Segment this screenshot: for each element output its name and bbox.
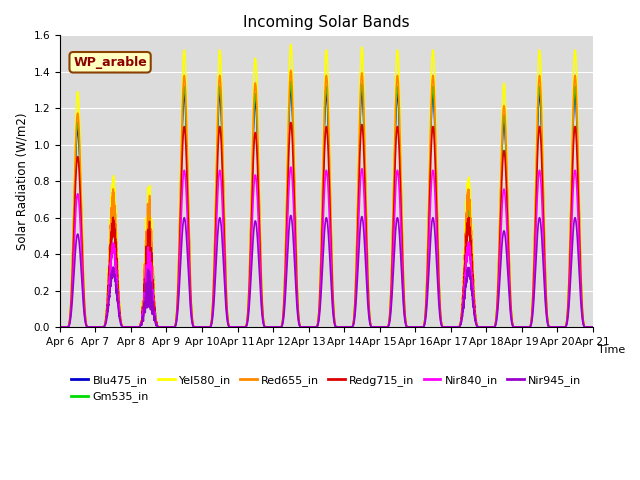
Nir945_in bbox=[587, 324, 595, 330]
Yel580_in bbox=[587, 324, 595, 330]
Nir840_in bbox=[587, 324, 595, 330]
Redg715_in bbox=[255, 225, 263, 231]
Yel580_in bbox=[589, 324, 596, 330]
Nir840_in bbox=[476, 324, 483, 330]
Nir840_in bbox=[287, 164, 294, 170]
Text: Time: Time bbox=[598, 345, 625, 355]
Nir840_in bbox=[164, 324, 172, 330]
Gm535_in bbox=[164, 324, 172, 330]
Legend: Blu475_in, Gm535_in, Yel580_in, Red655_in, Redg715_in, Nir840_in, Nir945_in: Blu475_in, Gm535_in, Yel580_in, Red655_i… bbox=[67, 371, 586, 407]
Nir945_in bbox=[170, 324, 178, 330]
Blu475_in bbox=[287, 86, 294, 92]
Redg715_in bbox=[400, 292, 408, 298]
Blu475_in bbox=[170, 324, 178, 330]
Blu475_in bbox=[587, 324, 595, 330]
Nir945_in bbox=[400, 307, 408, 312]
Y-axis label: Solar Radiation (W/m2): Solar Radiation (W/m2) bbox=[15, 112, 28, 250]
Redg715_in bbox=[287, 120, 294, 125]
Gm535_in bbox=[170, 324, 178, 330]
Text: WP_arable: WP_arable bbox=[73, 56, 147, 69]
Gm535_in bbox=[589, 324, 596, 330]
Nir840_in bbox=[255, 247, 263, 252]
Line: Gm535_in: Gm535_in bbox=[60, 82, 593, 327]
Blu475_in bbox=[56, 324, 64, 330]
Redg715_in bbox=[589, 324, 596, 330]
Blu475_in bbox=[164, 324, 172, 330]
Yel580_in bbox=[400, 280, 408, 286]
Blu475_in bbox=[255, 209, 263, 215]
Gm535_in bbox=[56, 324, 64, 330]
Yel580_in bbox=[287, 41, 294, 47]
Line: Redg715_in: Redg715_in bbox=[60, 122, 593, 327]
Yel580_in bbox=[476, 324, 483, 330]
Nir840_in bbox=[589, 324, 596, 330]
Yel580_in bbox=[56, 324, 64, 330]
Red655_in bbox=[476, 324, 483, 330]
Redg715_in bbox=[56, 324, 64, 330]
Nir945_in bbox=[164, 324, 172, 330]
Yel580_in bbox=[164, 324, 172, 330]
Line: Nir840_in: Nir840_in bbox=[60, 167, 593, 327]
Gm535_in bbox=[400, 286, 408, 292]
Red655_in bbox=[287, 68, 294, 73]
Nir840_in bbox=[56, 324, 64, 330]
Redg715_in bbox=[164, 324, 172, 330]
Line: Yel580_in: Yel580_in bbox=[60, 44, 593, 327]
Line: Nir945_in: Nir945_in bbox=[60, 216, 593, 327]
Red655_in bbox=[587, 324, 595, 330]
Red655_in bbox=[170, 324, 178, 330]
Blu475_in bbox=[589, 324, 596, 330]
Gm535_in bbox=[287, 79, 294, 84]
Gm535_in bbox=[587, 324, 595, 330]
Nir945_in bbox=[589, 324, 596, 330]
Nir945_in bbox=[255, 270, 263, 276]
Nir945_in bbox=[476, 324, 483, 330]
Yel580_in bbox=[170, 324, 178, 330]
Yel580_in bbox=[255, 187, 263, 193]
Redg715_in bbox=[476, 324, 483, 330]
Nir945_in bbox=[287, 213, 294, 218]
Line: Blu475_in: Blu475_in bbox=[60, 89, 593, 327]
Redg715_in bbox=[170, 324, 178, 330]
Nir840_in bbox=[400, 300, 408, 305]
Line: Red655_in: Red655_in bbox=[60, 71, 593, 327]
Red655_in bbox=[255, 200, 263, 205]
Red655_in bbox=[164, 324, 172, 330]
Nir840_in bbox=[170, 324, 178, 330]
Red655_in bbox=[56, 324, 64, 330]
Title: Incoming Solar Bands: Incoming Solar Bands bbox=[243, 15, 410, 30]
Gm535_in bbox=[476, 324, 483, 330]
Gm535_in bbox=[255, 205, 263, 211]
Blu475_in bbox=[476, 324, 483, 330]
Blu475_in bbox=[400, 287, 408, 293]
Red655_in bbox=[400, 284, 408, 290]
Red655_in bbox=[589, 324, 596, 330]
Redg715_in bbox=[587, 324, 595, 330]
Nir945_in bbox=[56, 324, 64, 330]
